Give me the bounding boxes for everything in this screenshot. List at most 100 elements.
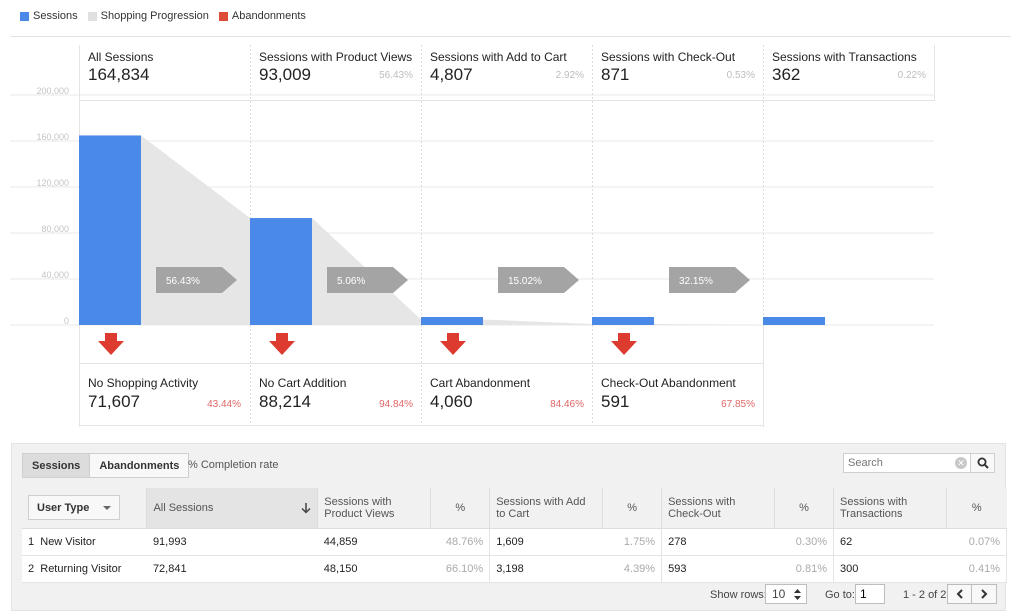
y-tick-label: 40,000 [41, 270, 69, 280]
abandonment-cart[interactable]: Cart Abandonment 4,060 84.46% [421, 366, 592, 426]
cell-pct: 1.75% [602, 528, 663, 556]
column-header-pct[interactable]: % [602, 488, 662, 529]
search-button[interactable] [970, 453, 995, 473]
stage-pct: 0.53% [726, 70, 755, 81]
abandon-arrow-icon [98, 333, 124, 355]
show-rows-select[interactable]: 10 [765, 584, 807, 604]
legend-item-sessions[interactable]: Sessions [20, 10, 78, 22]
abandonment-no-shopping-activity[interactable]: No Shopping Activity 71,607 43.44% [79, 366, 249, 426]
progression-pct-label: 32.15% [679, 276, 713, 287]
stage-title: All Sessions [88, 50, 154, 64]
prev-page-button[interactable] [947, 584, 972, 604]
stage-title: Sessions with Check-Out [601, 50, 736, 64]
abandonment-title: No Shopping Activity [88, 376, 199, 390]
column-header-all-sessions[interactable]: All Sessions [146, 488, 318, 529]
cell: 278 [661, 528, 775, 556]
user-type-dimension-button[interactable]: User Type [28, 495, 121, 521]
abandonment-title: Check-Out Abandonment [601, 376, 736, 390]
y-tick-label: 0 [64, 316, 69, 326]
row-user-type[interactable]: 1 New Visitor [22, 528, 147, 556]
table-row: 1 New Visitor 91,993 44,859 48.76% 1,609… [22, 528, 1008, 556]
cell: 1,609 [489, 528, 603, 556]
stage-value: 362 [772, 65, 801, 84]
column-header-product-views[interactable]: Sessions with Product Views [317, 488, 431, 529]
abandonment-title: No Cart Addition [259, 376, 347, 390]
legend-label: Abandonments [231, 10, 306, 22]
stepper-icon [794, 589, 801, 600]
stage-header-transactions[interactable]: Sessions with Transactions 362 0.22% [763, 46, 934, 100]
abandonment-title: Cart Abandonment [430, 376, 531, 390]
abandonment-value: 88,214 [259, 392, 311, 411]
chevron-down-icon [103, 505, 112, 510]
column-header-pct[interactable]: % [945, 488, 1007, 529]
column-header-pct[interactable]: % [430, 488, 490, 529]
abandonment-pct: 94.84% [379, 399, 413, 410]
clear-icon[interactable]: ✕ [955, 457, 967, 469]
row-user-type[interactable]: 2 Returning Visitor [22, 555, 147, 583]
cell: 91,993 [146, 528, 318, 556]
abandonment-value: 71,607 [88, 392, 140, 411]
stage-value: 164,834 [88, 65, 150, 84]
stage-value: 871 [601, 65, 630, 84]
column-header-pct[interactable]: % [774, 488, 834, 529]
row-index: 2 [28, 562, 35, 575]
completion-rate-toggle[interactable]: % Completion rate [188, 459, 279, 471]
session-bar [421, 317, 483, 325]
row-label: Returning Visitor [40, 562, 122, 575]
legend-label: Shopping Progression [100, 10, 209, 22]
show-rows-label: Show rows: [710, 589, 767, 601]
stage-pct: 56.43% [379, 70, 413, 81]
chevron-right-icon [981, 589, 988, 599]
abandonment-no-cart-addition[interactable]: No Cart Addition 88,214 94.84% [250, 366, 421, 426]
stage-title: Sessions with Transactions [772, 50, 917, 64]
stage-header-product-views[interactable]: Sessions with Product Views 93,009 56.43… [250, 46, 421, 100]
legend-swatch-sessions [20, 11, 29, 21]
session-bar [592, 317, 654, 325]
next-page-button[interactable] [972, 584, 997, 604]
search-icon [977, 457, 989, 469]
y-tick-label: 200,000 [36, 86, 69, 96]
stage-header-check-out[interactable]: Sessions with Check-Out 871 0.53% [592, 46, 763, 100]
cell: 48,150 [317, 555, 431, 583]
column-header-check-out[interactable]: Sessions with Check-Out [661, 488, 775, 529]
progression-arrow [498, 267, 579, 293]
funnel-chart: 200,000 160,000 120,000 80,000 40,000 0 56.43%… [10, 45, 935, 427]
session-bar [79, 135, 141, 325]
cell-pct: 0.41% [946, 555, 1008, 583]
table-panel: Sessions Abandonments % Completion rate … [11, 443, 1008, 611]
search-input[interactable] [843, 453, 971, 473]
abandon-arrow-icon [611, 333, 637, 355]
session-bar [250, 218, 312, 325]
tab-sessions[interactable]: Sessions [22, 453, 91, 478]
goto-input[interactable] [855, 584, 885, 604]
tab-abandonments[interactable]: Abandonments [90, 453, 190, 478]
row-index: 1 [28, 535, 35, 548]
cell: 300 [833, 555, 947, 583]
cell-pct: 4.39% [602, 555, 663, 583]
column-header-add-to-cart[interactable]: Sessions with Add to Cart [489, 488, 603, 529]
legend-item-abandonments[interactable]: Abandonments [218, 10, 306, 22]
progression-pct-label: 5.06% [337, 276, 365, 287]
cell: 72,841 [146, 555, 318, 583]
abandonment-pct: 43.44% [207, 399, 241, 410]
y-tick-label: 160,000 [36, 132, 69, 142]
cell: 44,859 [317, 528, 431, 556]
progression-arrow [156, 267, 237, 293]
y-tick-label: 80,000 [41, 224, 69, 234]
abandonment-check-out[interactable]: Check-Out Abandonment 591 67.85% [592, 366, 763, 426]
cell: 62 [833, 528, 947, 556]
cell-pct: 0.07% [946, 528, 1008, 556]
stage-header-add-to-cart[interactable]: Sessions with Add to Cart 4,807 2.92% [421, 46, 592, 100]
rows-value: 10 [772, 587, 786, 601]
stage-header-all-sessions[interactable]: All Sessions 164,834 [79, 46, 249, 100]
table-header-row: User Type All Sessions Sessions with Pro… [22, 488, 1007, 529]
session-bar [763, 317, 825, 325]
abandonment-value: 4,060 [430, 392, 473, 411]
column-header-transactions[interactable]: Sessions with Transactions [832, 488, 947, 529]
cell-pct: 0.30% [774, 528, 834, 556]
abandon-arrow-icon [269, 333, 295, 355]
column-header-user-type: User Type [22, 488, 147, 529]
abandonment-pct: 84.46% [550, 399, 584, 410]
cell: 3,198 [489, 555, 603, 583]
legend-item-shopping-progression[interactable]: Shopping Progression [87, 10, 209, 22]
